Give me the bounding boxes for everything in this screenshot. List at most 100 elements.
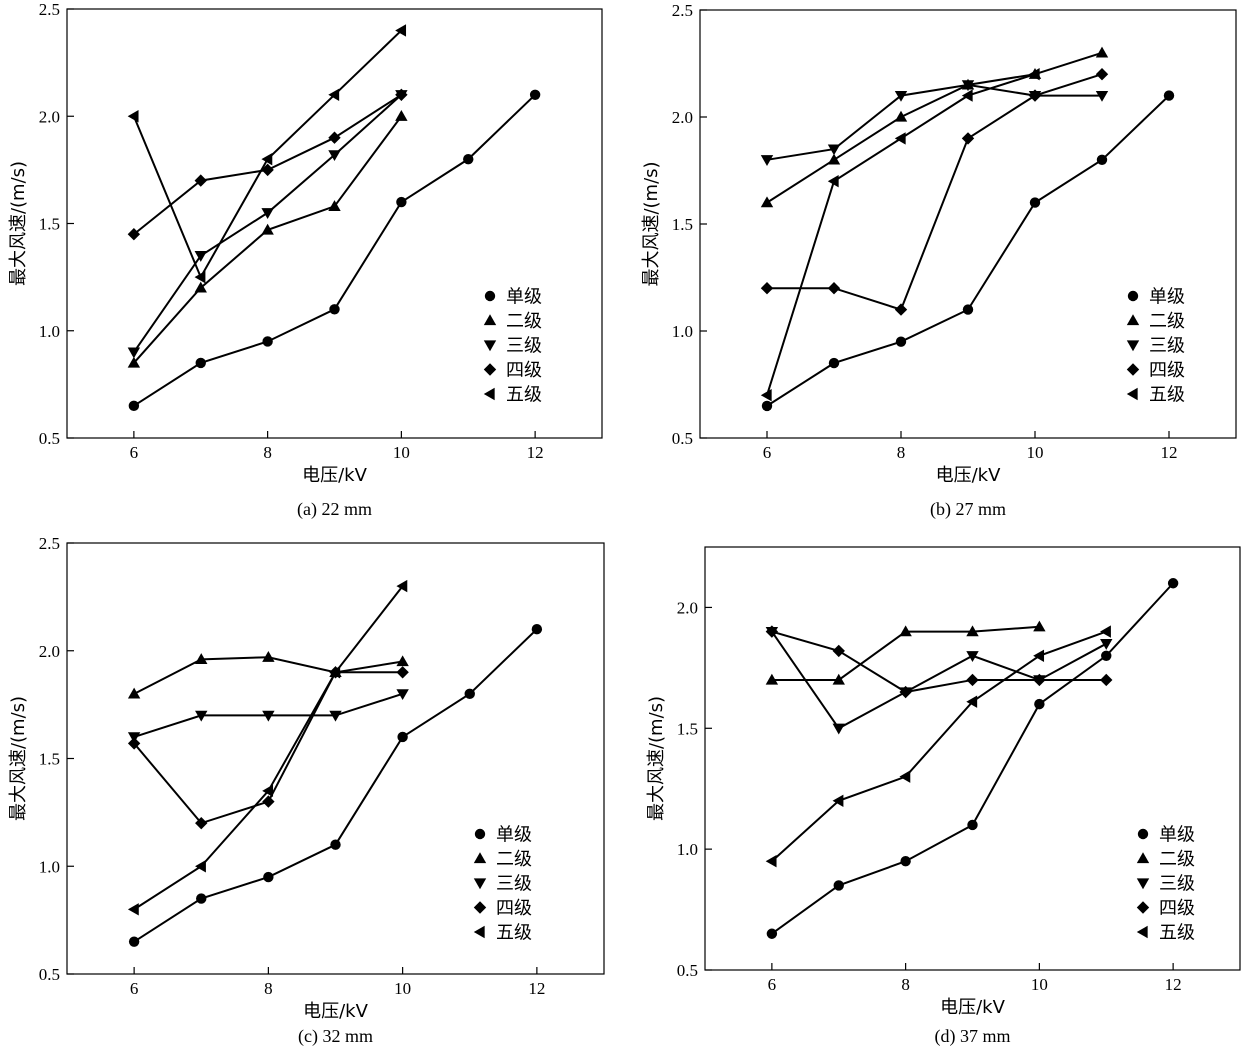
legend-label-3: 三级 bbox=[496, 874, 532, 895]
data-point-series-1 bbox=[128, 400, 140, 412]
legend-label-1: 单级 bbox=[496, 825, 532, 846]
series-line-2 bbox=[133, 115, 403, 364]
data-point-series-1 bbox=[330, 839, 341, 850]
y-tick-label: 2.0 bbox=[39, 642, 60, 661]
data-point-series-4 bbox=[894, 303, 908, 316]
legend-label-5: 五级 bbox=[1159, 923, 1195, 944]
x-tick-label: 10 bbox=[394, 979, 411, 998]
x-tick-label: 8 bbox=[264, 979, 273, 998]
chart-panel-b: 6 8 10 12 0.5 1.0 1.5 2.0 2.5 电压/kV 最大风速/(m/s) (b) … bbox=[641, 1, 1237, 520]
y-tick-label: 0.5 bbox=[677, 961, 698, 980]
data-point-series-1 bbox=[1029, 197, 1041, 208]
legend-marker-3 bbox=[1126, 340, 1140, 352]
series-line-4 bbox=[771, 630, 1107, 694]
data-point-series-3 bbox=[966, 651, 979, 662]
data-point-series-3 bbox=[262, 710, 275, 722]
data-point-series-2 bbox=[765, 673, 779, 685]
legend-label-5: 五级 bbox=[506, 385, 542, 406]
legend-marker-4 bbox=[1126, 363, 1140, 376]
legend-label-5: 五级 bbox=[496, 923, 532, 944]
data-point-series-1 bbox=[828, 357, 840, 369]
legend-marker-5 bbox=[1136, 925, 1148, 939]
data-point-series-2 bbox=[195, 653, 208, 665]
data-point-series-3 bbox=[328, 150, 341, 162]
data-point-series-1 bbox=[761, 400, 773, 412]
data-point-series-4 bbox=[1095, 68, 1109, 81]
data-point-series-5 bbox=[961, 89, 973, 102]
panel-caption: (d) 37 mm bbox=[935, 1026, 1011, 1047]
legend-label-1: 单级 bbox=[506, 287, 542, 308]
chart-panel-a: 6 8 10 12 0.5 1.0 1.5 2.0 2.5 电压/kV 最大风速/(m/s) (a) … bbox=[8, 0, 603, 520]
data-point-series-5 bbox=[966, 695, 978, 708]
y-tick-label: 1.5 bbox=[39, 750, 60, 769]
data-point-series-3 bbox=[329, 710, 342, 722]
legend-marker-5 bbox=[1126, 387, 1138, 401]
data-point-series-1 bbox=[962, 304, 974, 315]
y-tick-label: 0.5 bbox=[39, 429, 60, 448]
legend-marker-2 bbox=[1126, 314, 1140, 326]
data-point-series-5 bbox=[127, 110, 139, 123]
legend-marker-3 bbox=[1136, 878, 1150, 890]
data-point-series-2 bbox=[395, 110, 408, 121]
x-tick-label: 8 bbox=[263, 443, 272, 462]
data-point-series-5 bbox=[899, 770, 911, 783]
data-point-series-5 bbox=[329, 666, 341, 679]
legend-marker-2 bbox=[473, 852, 487, 864]
data-point-series-3 bbox=[127, 347, 141, 359]
data-point-series-2 bbox=[127, 356, 141, 368]
x-tick-label: 10 bbox=[1031, 975, 1048, 994]
data-point-series-5 bbox=[395, 24, 407, 37]
legend-marker-1 bbox=[1137, 828, 1149, 840]
data-point-series-1 bbox=[263, 871, 274, 883]
data-point-series-2 bbox=[827, 153, 841, 165]
data-point-series-4 bbox=[194, 174, 207, 187]
y-tick-label: 2.5 bbox=[39, 534, 60, 553]
chart-panel-d: 6 8 10 12 0.5 1.0 1.5 2.0 电压/kV 最大风速/(m/s) (d) 37 … bbox=[646, 546, 1241, 1047]
plot-area-frame bbox=[704, 546, 1241, 971]
data-point-series-3 bbox=[396, 689, 409, 701]
series-line-3 bbox=[771, 631, 1107, 730]
data-point-series-5 bbox=[195, 860, 206, 873]
data-point-series-5 bbox=[1100, 625, 1111, 638]
data-point-series-5 bbox=[827, 175, 839, 188]
x-axis-title: 电压/kV bbox=[303, 1001, 368, 1022]
y-tick-label: 2.0 bbox=[677, 598, 698, 617]
panel-caption: (c) 32 mm bbox=[298, 1026, 373, 1047]
legend-marker-2 bbox=[483, 314, 497, 326]
data-point-series-1 bbox=[1101, 650, 1112, 661]
data-point-series-2 bbox=[966, 625, 979, 637]
data-point-series-3 bbox=[195, 710, 208, 722]
data-point-series-1 bbox=[529, 89, 541, 101]
data-point-series-2 bbox=[127, 687, 141, 699]
data-point-series-5 bbox=[261, 152, 273, 166]
data-point-series-3 bbox=[760, 155, 774, 166]
legend-marker-2 bbox=[1136, 852, 1150, 864]
legend-marker-5 bbox=[483, 387, 495, 401]
data-point-series-2 bbox=[262, 651, 275, 662]
data-point-series-1 bbox=[895, 336, 907, 347]
data-point-series-3 bbox=[894, 90, 908, 102]
legend-label-1: 单级 bbox=[1149, 287, 1185, 308]
data-point-series-2 bbox=[832, 673, 845, 685]
series-line-4 bbox=[767, 73, 1103, 311]
y-tick-label: 1.0 bbox=[39, 857, 60, 876]
series-line-2 bbox=[766, 51, 1103, 204]
data-point-series-2 bbox=[1095, 46, 1109, 58]
data-point-series-4 bbox=[328, 131, 341, 144]
data-point-series-4 bbox=[966, 673, 979, 687]
x-tick-label: 12 bbox=[1161, 443, 1178, 462]
series-line-5 bbox=[133, 585, 404, 911]
data-point-series-5 bbox=[832, 794, 844, 807]
data-point-series-3 bbox=[961, 80, 975, 92]
y-tick-label: 2.5 bbox=[672, 1, 693, 20]
x-tick-label: 6 bbox=[130, 979, 139, 998]
data-point-series-1 bbox=[1167, 578, 1179, 589]
legend-label-2: 二级 bbox=[506, 311, 542, 332]
data-point-series-2 bbox=[261, 223, 274, 235]
data-point-series-1 bbox=[1163, 90, 1175, 101]
data-point-series-4 bbox=[961, 132, 975, 145]
y-tick-label: 1.0 bbox=[677, 840, 698, 859]
legend-label-3: 三级 bbox=[1159, 874, 1195, 895]
y-tick-label: 1.5 bbox=[677, 719, 698, 738]
